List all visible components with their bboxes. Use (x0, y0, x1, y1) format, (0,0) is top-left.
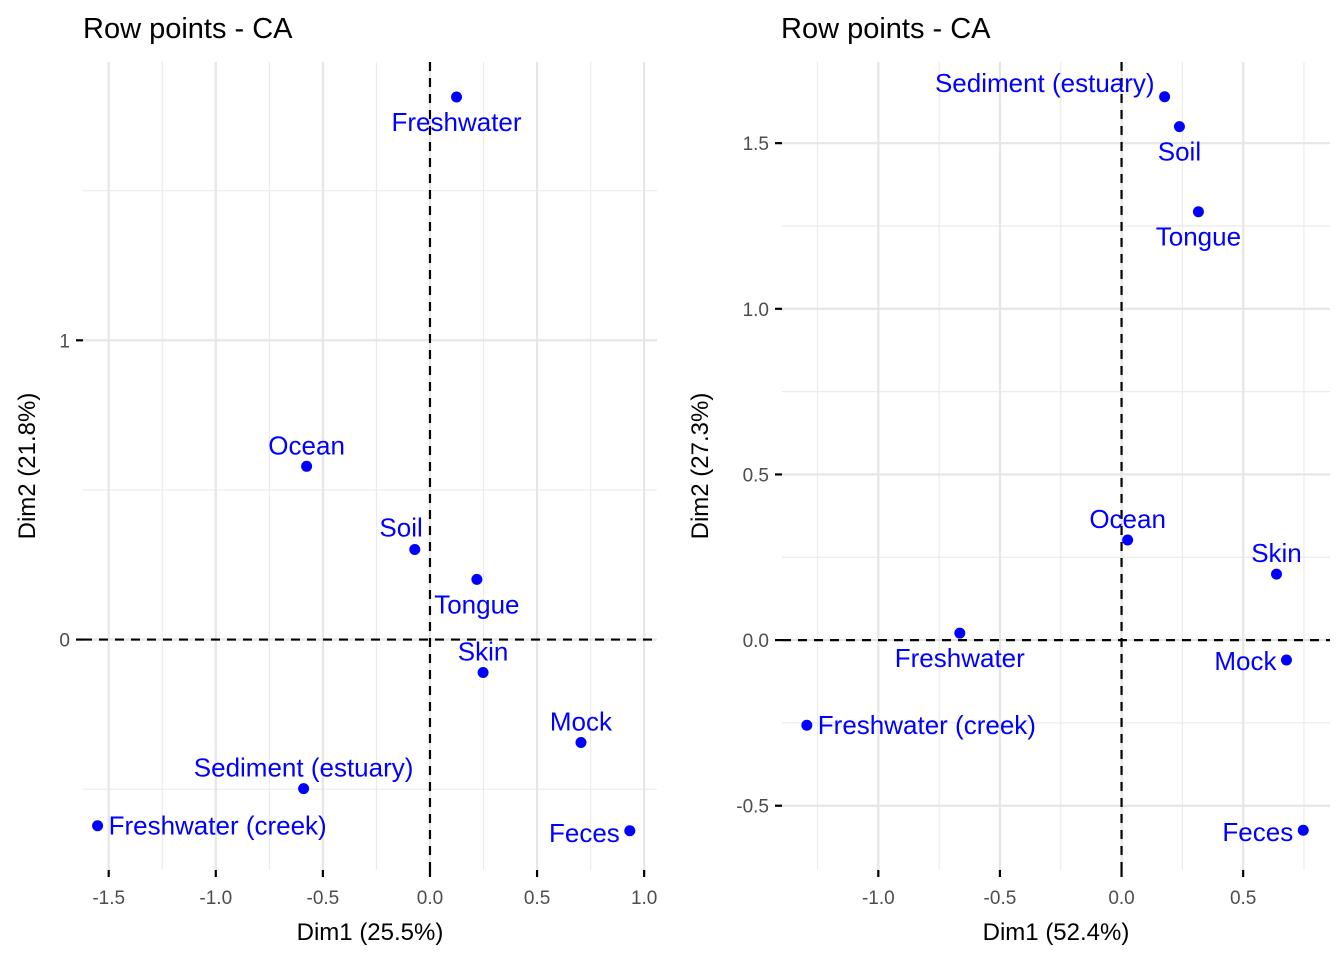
left-point-label: Feces (549, 818, 620, 848)
right-y-tick-label: 0.0 (743, 631, 769, 652)
right-data-point (1159, 91, 1171, 103)
right-x-axis-title: Dim1 (52.4%) (983, 919, 1130, 946)
left-data-point (575, 737, 587, 749)
left-point-label: Freshwater (creek) (109, 811, 327, 841)
left-chart-title: Row points - CA (83, 13, 293, 45)
right-chart-title: Row points - CA (781, 13, 991, 45)
right-data-point (954, 627, 966, 639)
left-plot-area: -1.5 -1.0 -0.5 0.0 0.5 1.0 0 1 Freshwater Ocean So… (59, 62, 657, 909)
right-x-tick-label: 0.0 (1108, 888, 1134, 909)
left-data-point (92, 820, 104, 832)
left-y-axis-title: Dim2 (21.8%) (14, 393, 41, 540)
left-data-point (301, 460, 313, 472)
right-data-point (1173, 121, 1185, 133)
right-point-label: Freshwater (895, 643, 1025, 673)
right-point-label: Ocean (1089, 504, 1166, 534)
left-point-label: Freshwater (392, 107, 522, 137)
left-x-tick-label: -1.0 (199, 888, 232, 909)
left-data-point (451, 91, 463, 103)
right-y-axis-title: Dim2 (27.3%) (687, 393, 714, 540)
left-y-tick-label: 1 (59, 331, 70, 352)
left-y-tick-label: 0 (59, 631, 70, 652)
left-point-label: Soil (379, 512, 422, 542)
left-x-tick-label: -1.5 (92, 888, 125, 909)
left-point-label: Ocean (268, 430, 345, 460)
right-y-tick-label: 0.5 (743, 465, 769, 486)
right-y-tick-label: 1.5 (743, 134, 769, 155)
right-data-point (1122, 534, 1134, 546)
right-x-tick-label: -1.0 (862, 888, 895, 909)
left-x-axis-title: Dim1 (25.5%) (297, 919, 444, 946)
right-data-point (1297, 824, 1309, 836)
left-point-label: Mock (550, 707, 613, 737)
left-point-label: Sediment (estuary) (194, 753, 414, 783)
left-data-point (624, 825, 636, 837)
right-data-point (1192, 206, 1204, 218)
right-point-label: Freshwater (creek) (818, 710, 1036, 740)
left-data-point (471, 573, 483, 585)
left-panel: Row points - CA Dim1 (25.5%) Dim2 (21.8%… (14, 13, 657, 946)
left-data-point (477, 666, 489, 678)
right-point-label: Soil (1158, 137, 1201, 167)
left-point-label: Skin (458, 636, 509, 666)
right-point-label: Skin (1251, 538, 1302, 568)
left-x-tick-label: 1.0 (631, 888, 657, 909)
right-point-label: Mock (1214, 646, 1277, 676)
right-y-tick-label: 1.0 (743, 300, 769, 321)
right-data-point (1270, 568, 1282, 580)
left-data-point (298, 783, 310, 795)
right-y-tick-label: -0.5 (736, 797, 769, 818)
right-panel: Row points - CA Dim1 (52.4%) Dim2 (27.3%… (687, 13, 1330, 946)
left-x-tick-label: -0.5 (307, 888, 340, 909)
left-data-point (409, 543, 421, 555)
right-x-tick-label: -0.5 (984, 888, 1017, 909)
right-point-label: Sediment (estuary) (935, 68, 1155, 98)
right-point-label: Tongue (1156, 222, 1241, 252)
left-point-label: Tongue (434, 589, 519, 619)
right-point-label: Feces (1222, 817, 1293, 847)
left-x-tick-label: 0.5 (524, 888, 550, 909)
right-plot-area: -1.0 -0.5 0.0 0.5 -0.5 0.0 0.5 1.0 1.5 Sediment (… (736, 62, 1330, 909)
left-x-tick-label: 0.0 (417, 888, 443, 909)
right-data-point (1280, 654, 1292, 666)
right-data-point (801, 719, 813, 731)
right-x-tick-label: 0.5 (1230, 888, 1256, 909)
